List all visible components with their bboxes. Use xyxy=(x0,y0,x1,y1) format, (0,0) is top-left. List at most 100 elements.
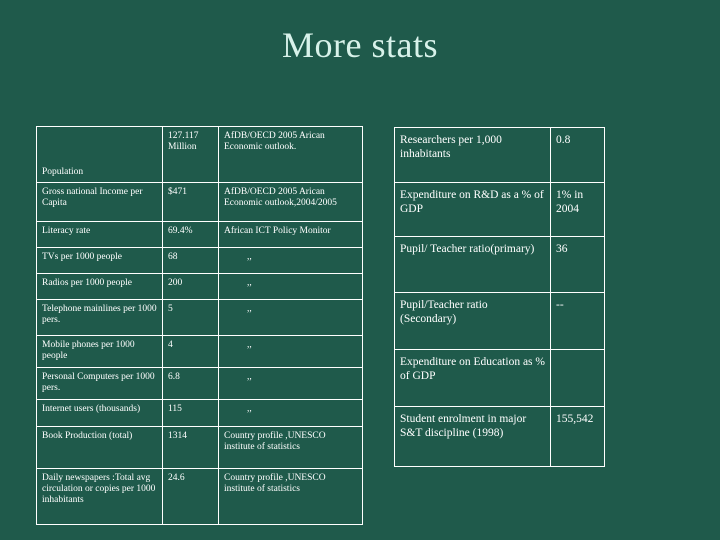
table-row: Personal Computers per 1000 pers. 6.8 ,, xyxy=(36,367,363,400)
indicator-value: 24.6 xyxy=(168,473,185,483)
value-cell: 155,542 xyxy=(550,406,605,467)
source-label: ,, xyxy=(247,252,252,262)
source-cell: ,, xyxy=(218,367,363,400)
value-cell xyxy=(550,349,605,407)
source-label: ,, xyxy=(247,340,252,350)
source-label: African ICT Policy Monitor xyxy=(224,226,331,236)
indicator-label: Literacy rate xyxy=(42,226,91,236)
indicator-label: Radios per 1000 people xyxy=(42,278,132,288)
indicator-label: Expenditure on R&D as a % of GDP xyxy=(400,189,544,215)
table-row: Book Production (total) 1314 Country pro… xyxy=(36,426,363,469)
table-row: Mobile phones per 1000 people 4 ,, xyxy=(36,335,363,368)
source-cell: ,, xyxy=(218,335,363,368)
source-cell: African ICT Policy Monitor xyxy=(218,221,363,248)
table-row: Researchers per 1,000 inhabitants 0.8 xyxy=(394,127,605,183)
value-cell: $471 xyxy=(162,182,219,222)
indicator-value: 127.117 Million xyxy=(168,131,199,152)
indicator-label: Expenditure on Education as % of GDP xyxy=(400,356,545,382)
source-cell: ,, xyxy=(218,273,363,300)
table-row: Expenditure on Education as % of GDP xyxy=(394,349,605,407)
indicator-value: 1314 xyxy=(168,431,187,441)
table-row: Daily newspapers :Total avg circulation … xyxy=(36,468,363,525)
indicator-value: $471 xyxy=(168,187,187,197)
source-label: ,, xyxy=(247,404,252,414)
indicator-value: 5 xyxy=(168,304,173,314)
indicator-cell: Literacy rate xyxy=(36,221,163,248)
source-cell: ,, xyxy=(218,247,363,274)
indicator-cell: Student enrolment in major S&T disciplin… xyxy=(394,406,551,467)
source-cell: AfDB/OECD 2005 Arican Economic outlook. xyxy=(218,126,363,183)
source-label: AfDB/OECD 2005 Arican Economic outlook,2… xyxy=(224,187,337,208)
indicator-label: Student enrolment in major S&T disciplin… xyxy=(400,413,527,439)
value-cell: 5 xyxy=(162,299,219,336)
table-row: TVs per 1000 people 68 ,, xyxy=(36,247,363,274)
indicator-cell: Internet users (thousands) xyxy=(36,399,163,427)
indicator-label: Book Production (total) xyxy=(42,431,133,441)
indicator-cell: TVs per 1000 people xyxy=(36,247,163,274)
source-cell: Country profile ,UNESCO institute of sta… xyxy=(218,426,363,469)
indicator-cell: Expenditure on R&D as a % of GDP xyxy=(394,182,551,237)
table-row: Literacy rate 69.4% African ICT Policy M… xyxy=(36,221,363,248)
indicator-value: 0.8 xyxy=(556,134,571,146)
table-row: Pupil/ Teacher ratio(primary) 36 xyxy=(394,236,605,293)
source-label: ,, xyxy=(247,278,252,288)
indicator-cell: Personal Computers per 1000 pers. xyxy=(36,367,163,400)
value-cell: 6.8 xyxy=(162,367,219,400)
indicator-label: Personal Computers per 1000 pers. xyxy=(42,372,155,393)
indicator-value: 115 xyxy=(168,404,182,414)
indicator-label: Telephone mainlines per 1000 pers. xyxy=(42,304,157,325)
indicator-cell: Radios per 1000 people xyxy=(36,273,163,300)
source-label: ,, xyxy=(247,304,252,314)
table-row: Pupil/Teacher ratio (Secondary) -- xyxy=(394,292,605,350)
indicator-value: 36 xyxy=(556,243,568,255)
indicator-label: TVs per 1000 people xyxy=(42,252,122,262)
indicator-label: Gross national Income per Capita xyxy=(42,187,143,208)
indicator-label: Daily newspapers :Total avg circulation … xyxy=(42,473,156,505)
value-cell: 36 xyxy=(550,236,605,293)
value-cell: 127.117 Million xyxy=(162,126,219,183)
value-cell: 1% in 2004 xyxy=(550,182,605,237)
indicator-label: Population xyxy=(42,167,84,177)
indicator-value: 68 xyxy=(168,252,178,262)
table-row: Student enrolment in major S&T disciplin… xyxy=(394,406,605,467)
indicator-label: Pupil/ Teacher ratio(primary) xyxy=(400,243,535,255)
value-cell: 0.8 xyxy=(550,127,605,183)
indicator-cell: Pupil/ Teacher ratio(primary) xyxy=(394,236,551,293)
indicator-cell: Gross national Income per Capita xyxy=(36,182,163,222)
source-label: AfDB/OECD 2005 Arican Economic outlook. xyxy=(224,131,325,152)
indicator-cell: Pupil/Teacher ratio (Secondary) xyxy=(394,292,551,350)
country-indicators-table: Population 127.117 Million AfDB/OECD 200… xyxy=(36,126,363,525)
source-cell: Country profile ,UNESCO institute of sta… xyxy=(218,468,363,525)
indicator-cell: Telephone mainlines per 1000 pers. xyxy=(36,299,163,336)
indicator-value: -- xyxy=(556,299,564,311)
indicator-label: Researchers per 1,000 inhabitants xyxy=(400,134,502,160)
source-cell: ,, xyxy=(218,299,363,336)
table-row: Internet users (thousands) 115 ,, xyxy=(36,399,363,427)
source-label: Country profile ,UNESCO institute of sta… xyxy=(224,473,326,494)
indicator-cell: Book Production (total) xyxy=(36,426,163,469)
indicator-value: 1% in 2004 xyxy=(556,189,584,215)
value-cell: 68 xyxy=(162,247,219,274)
indicator-value: 155,542 xyxy=(556,413,594,425)
value-cell: -- xyxy=(550,292,605,350)
page-title: More stats xyxy=(282,25,438,65)
value-cell: 69.4% xyxy=(162,221,219,248)
source-cell: ,, xyxy=(218,399,363,427)
indicator-value: 4 xyxy=(168,340,173,350)
value-cell: 4 xyxy=(162,335,219,368)
indicator-value: 200 xyxy=(168,278,183,288)
indicator-cell: Population xyxy=(36,126,163,183)
source-label: Country profile ,UNESCO institute of sta… xyxy=(224,431,326,452)
value-cell: 24.6 xyxy=(162,468,219,525)
indicator-label: Internet users (thousands) xyxy=(42,404,141,414)
table-row: Radios per 1000 people 200 ,, xyxy=(36,273,363,300)
source-cell: AfDB/OECD 2005 Arican Economic outlook,2… xyxy=(218,182,363,222)
indicator-cell: Mobile phones per 1000 people xyxy=(36,335,163,368)
value-cell: 200 xyxy=(162,273,219,300)
value-cell: 1314 xyxy=(162,426,219,469)
table-row: Telephone mainlines per 1000 pers. 5 ,, xyxy=(36,299,363,336)
indicator-value: 6.8 xyxy=(168,372,180,382)
indicator-label: Mobile phones per 1000 people xyxy=(42,340,135,361)
table-row: Expenditure on R&D as a % of GDP 1% in 2… xyxy=(394,182,605,237)
indicator-cell: Daily newspapers :Total avg circulation … xyxy=(36,468,163,525)
